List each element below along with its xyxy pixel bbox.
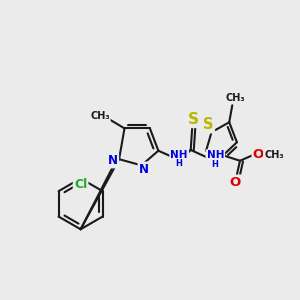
Text: CH₃: CH₃ [264, 150, 284, 160]
Text: NH: NH [207, 150, 224, 160]
Text: Cl: Cl [74, 178, 87, 191]
Text: S: S [188, 112, 199, 127]
Text: S: S [203, 117, 214, 132]
Text: O: O [230, 176, 241, 189]
Text: NH: NH [170, 150, 188, 160]
Text: CH₃: CH₃ [90, 111, 110, 121]
Text: N: N [108, 154, 118, 167]
Text: O: O [253, 148, 264, 161]
Text: CH₃: CH₃ [226, 93, 245, 103]
Text: H: H [175, 159, 182, 168]
Text: N: N [139, 163, 149, 176]
Text: H: H [211, 160, 218, 169]
